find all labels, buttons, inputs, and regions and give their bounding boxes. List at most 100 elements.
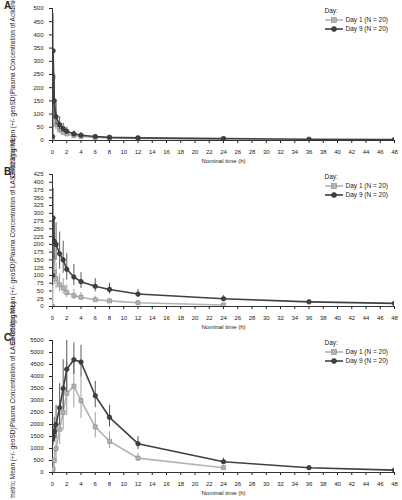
svg-text:12: 12 <box>135 315 142 321</box>
svg-text:18: 18 <box>177 315 184 321</box>
svg-text:3000: 3000 <box>30 397 44 403</box>
svg-text:8: 8 <box>108 315 112 321</box>
svg-text:4: 4 <box>79 481 83 487</box>
svg-text:2: 2 <box>65 149 69 155</box>
svg-text:10: 10 <box>120 315 127 321</box>
svg-text:250: 250 <box>33 71 44 77</box>
svg-text:8: 8 <box>108 481 112 487</box>
svg-text:16: 16 <box>163 315 170 321</box>
svg-text:32: 32 <box>277 315 284 321</box>
svg-text:425: 425 <box>33 171 44 177</box>
svg-text:6: 6 <box>94 481 98 487</box>
svg-text:36: 36 <box>306 315 313 321</box>
svg-text:44: 44 <box>363 149 370 155</box>
svg-text:38: 38 <box>320 315 327 321</box>
svg-text:8: 8 <box>108 149 112 155</box>
svg-text:4: 4 <box>79 149 83 155</box>
svg-text:34: 34 <box>291 481 298 487</box>
svg-text:24: 24 <box>220 481 227 487</box>
svg-text:6: 6 <box>94 149 98 155</box>
svg-text:40: 40 <box>334 315 341 321</box>
svg-text:30: 30 <box>263 481 270 487</box>
svg-text:42: 42 <box>348 315 355 321</box>
svg-text:10: 10 <box>120 481 127 487</box>
svg-text:48: 48 <box>391 481 398 487</box>
svg-text:250: 250 <box>33 226 44 232</box>
svg-text:28: 28 <box>249 149 256 155</box>
svg-text:400: 400 <box>33 179 44 185</box>
svg-text:24: 24 <box>220 315 227 321</box>
svg-text:20: 20 <box>192 149 199 155</box>
svg-text:48: 48 <box>391 149 398 155</box>
svg-text:2500: 2500 <box>30 409 44 415</box>
svg-text:225: 225 <box>33 234 44 240</box>
svg-text:450: 450 <box>33 19 44 25</box>
svg-text:3500: 3500 <box>30 385 44 391</box>
svg-text:18: 18 <box>177 149 184 155</box>
svg-text:14: 14 <box>149 481 156 487</box>
svg-text:4000: 4000 <box>30 373 44 379</box>
svg-text:20: 20 <box>192 315 199 321</box>
svg-text:400: 400 <box>33 32 44 38</box>
svg-text:10: 10 <box>120 149 127 155</box>
svg-text:1500: 1500 <box>30 433 44 439</box>
svg-text:16: 16 <box>163 481 170 487</box>
svg-text:32: 32 <box>277 481 284 487</box>
svg-text:46: 46 <box>377 315 384 321</box>
svg-text:0: 0 <box>51 149 55 155</box>
svg-text:24: 24 <box>220 149 227 155</box>
svg-text:44: 44 <box>363 315 370 321</box>
svg-text:0: 0 <box>40 469 44 475</box>
svg-text:5000: 5000 <box>30 349 44 355</box>
svg-text:1000: 1000 <box>30 445 44 451</box>
svg-text:38: 38 <box>320 481 327 487</box>
svg-text:42: 42 <box>348 481 355 487</box>
svg-text:36: 36 <box>306 481 313 487</box>
svg-text:40: 40 <box>334 149 341 155</box>
svg-text:44: 44 <box>363 481 370 487</box>
svg-text:26: 26 <box>234 149 241 155</box>
svg-text:28: 28 <box>249 315 256 321</box>
svg-text:500: 500 <box>33 5 44 11</box>
svg-text:20: 20 <box>192 481 199 487</box>
svg-text:100: 100 <box>33 111 44 117</box>
svg-text:100: 100 <box>33 272 44 278</box>
svg-text:22: 22 <box>206 149 213 155</box>
svg-text:0: 0 <box>40 137 44 143</box>
svg-text:6: 6 <box>94 315 98 321</box>
svg-text:34: 34 <box>291 149 298 155</box>
svg-text:275: 275 <box>33 218 44 224</box>
svg-text:34: 34 <box>291 315 298 321</box>
svg-text:150: 150 <box>33 98 44 104</box>
svg-text:150: 150 <box>33 257 44 263</box>
svg-text:30: 30 <box>263 149 270 155</box>
svg-text:Nominal time (h): Nominal time (h) <box>201 324 245 330</box>
svg-text:46: 46 <box>377 481 384 487</box>
svg-text:50: 50 <box>37 124 44 130</box>
svg-text:36: 36 <box>306 149 313 155</box>
svg-text:32: 32 <box>277 149 284 155</box>
svg-text:50: 50 <box>37 288 44 294</box>
svg-text:175: 175 <box>33 249 44 255</box>
svg-text:0: 0 <box>51 315 55 321</box>
svg-text:0: 0 <box>51 481 55 487</box>
svg-text:26: 26 <box>234 481 241 487</box>
svg-text:12: 12 <box>135 149 142 155</box>
svg-text:300: 300 <box>33 58 44 64</box>
svg-text:125: 125 <box>33 265 44 271</box>
svg-text:0: 0 <box>40 303 44 309</box>
svg-text:22: 22 <box>206 315 213 321</box>
svg-text:48: 48 <box>391 315 398 321</box>
svg-text:12: 12 <box>135 481 142 487</box>
svg-text:46: 46 <box>377 149 384 155</box>
svg-text:14: 14 <box>149 149 156 155</box>
svg-text:300: 300 <box>33 210 44 216</box>
svg-text:26: 26 <box>234 315 241 321</box>
svg-text:38: 38 <box>320 149 327 155</box>
svg-text:350: 350 <box>33 195 44 201</box>
svg-text:18: 18 <box>177 481 184 487</box>
svg-text:42: 42 <box>348 149 355 155</box>
svg-text:14: 14 <box>149 315 156 321</box>
svg-text:30: 30 <box>263 315 270 321</box>
svg-text:40: 40 <box>334 481 341 487</box>
